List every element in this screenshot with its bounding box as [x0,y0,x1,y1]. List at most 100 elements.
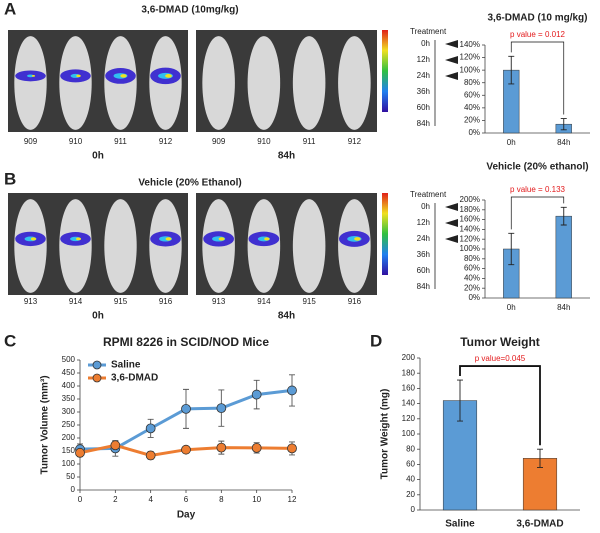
mouse [338,36,371,130]
treatment-time: 12h [417,218,430,227]
y-tick-label: 60% [464,90,480,99]
panel-label: D [370,331,382,350]
mouse [14,36,47,130]
signal [76,74,81,78]
chart-title: Vehicle (20% ethanol) [486,162,588,173]
mouse [202,36,235,130]
y-tick-label: 200 [402,353,416,362]
mouse-id: 911 [114,137,127,146]
treatment-time: 12h [417,55,430,64]
y-tick-label: 20% [464,116,480,125]
mouse-id: 911 [303,137,316,146]
marker [145,450,156,461]
significance-bracket [459,365,541,446]
y-tick-label: 80% [464,78,480,87]
mouse-id: 915 [114,297,128,306]
x-tick-label: 2 [113,495,118,504]
significance-bracket [510,41,565,115]
imaging-title: 3,6-DMAD (10mg/kg) [141,5,238,16]
panel-label: A [4,0,16,18]
y-tick-label: 100% [460,65,480,74]
treatment-label: Treatment [410,27,447,36]
x-tick-label: 8 [219,495,224,504]
y-tick-label: 300 [62,407,76,416]
mouse-id: 916 [159,297,173,306]
p-value: p value = 0.012 [510,30,565,39]
treatment-arrow [445,72,458,80]
y-tick-label: 140% [460,40,480,49]
marker [145,423,156,434]
y-tick-label: 100 [402,429,416,438]
y-tick-label: 100 [62,459,76,468]
y-tick-label: 250 [62,420,76,429]
y-axis-label: Tumor Weight (mg) [380,389,391,480]
legend-label: 3,6-DMAD [111,373,158,384]
treatment-time: 36h [417,87,430,96]
signal [354,237,361,241]
signal [120,74,127,78]
marker [110,440,121,451]
treatment-arrow [445,40,458,48]
treatment-time: 24h [417,71,430,80]
chart-title: Tumor Weight [460,335,540,349]
legend-marker [92,373,102,383]
y-tick-label: 200 [62,433,76,442]
mouse-id: 916 [348,297,362,306]
error-bar [508,55,515,85]
mouse-id: 912 [348,137,362,146]
legend-label: Saline [111,360,141,371]
mouse-id: 913 [24,297,38,306]
marker [216,403,227,414]
x-tick-label: Saline [445,519,475,530]
marker [75,447,85,458]
mouse-id: 914 [257,297,271,306]
legend-marker [92,360,102,370]
chart-title: RPMI 8226 in SCID/NOD Mice [103,335,269,349]
y-tick-label: 140 [402,399,416,408]
treatment-time: 24h [417,234,430,243]
signal [218,237,225,241]
signal [27,74,34,78]
y-tick-label: 120% [460,53,480,62]
mouse [59,199,92,293]
mouse [292,199,326,293]
y-tick-label: 0 [71,485,76,494]
error-bar [457,379,463,422]
x-tick-label: 84h [557,138,570,147]
mouse [292,36,326,130]
y-tick-label: 140% [460,225,480,234]
treatment-arrow [445,203,458,211]
signal [31,75,36,77]
signal [76,237,81,241]
y-tick-label: 80% [464,254,480,263]
treatment-label: Treatment [410,190,447,199]
imaging-title: Vehicle (20% Ethanol) [138,178,241,189]
timepoint: 0h [92,151,104,162]
treatment-arrow [445,219,458,227]
marker [287,385,297,396]
panel-label: C [4,331,16,350]
p-value: p value=0.045 [475,354,526,363]
timepoint: 84h [278,311,295,322]
mouse-id: 909 [212,137,226,146]
treatment-arrow [445,235,458,243]
y-tick-label: 20 [406,490,415,499]
y-tick-label: 180 [402,368,416,377]
mouse [59,36,92,130]
treatment-time: 0h [421,39,430,48]
bar [555,215,572,299]
y-axis-label: Tumor Volume (mm³) [40,375,51,474]
y-tick-label: 350 [62,394,76,403]
x-tick-label: 0 [78,495,83,504]
y-tick-label: 0 [411,505,416,514]
marker [251,389,262,400]
treatment-time: 84h [417,119,430,128]
x-tick-label: 10 [252,495,261,504]
mouse-id: 912 [159,137,173,146]
x-tick-label: 6 [184,495,189,504]
marker [181,444,191,455]
treatment-time: 60h [417,103,430,112]
timepoint: 84h [278,151,295,162]
signal [30,237,37,241]
